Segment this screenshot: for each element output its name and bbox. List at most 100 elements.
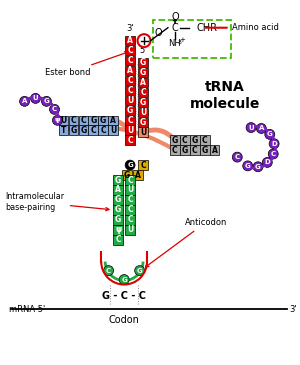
Bar: [153, 20, 231, 58]
Text: Amino acid: Amino acid: [232, 23, 278, 32]
Text: G: G: [137, 268, 142, 274]
Text: C: C: [127, 76, 133, 85]
Text: Intramolecular
base-pairing: Intramolecular base-pairing: [6, 192, 109, 212]
FancyBboxPatch shape: [138, 78, 148, 87]
FancyBboxPatch shape: [79, 115, 88, 125]
FancyBboxPatch shape: [180, 135, 190, 145]
Text: C: C: [140, 88, 146, 97]
Text: U: U: [248, 124, 254, 131]
Text: +: +: [179, 36, 185, 43]
Text: 3': 3': [290, 305, 297, 314]
FancyBboxPatch shape: [125, 96, 135, 105]
Text: A: A: [110, 116, 116, 125]
Text: D: D: [264, 160, 270, 165]
FancyBboxPatch shape: [138, 58, 148, 67]
FancyBboxPatch shape: [125, 126, 135, 135]
Text: C: C: [271, 151, 276, 157]
FancyBboxPatch shape: [125, 105, 135, 115]
Text: G: G: [121, 277, 127, 283]
FancyBboxPatch shape: [113, 205, 123, 215]
FancyBboxPatch shape: [113, 175, 123, 185]
FancyBboxPatch shape: [138, 118, 148, 127]
FancyBboxPatch shape: [138, 97, 148, 107]
Text: C: C: [127, 46, 133, 55]
Text: C: C: [182, 136, 188, 145]
Circle shape: [31, 93, 40, 103]
Text: 3': 3': [126, 24, 134, 33]
FancyBboxPatch shape: [98, 126, 108, 135]
Circle shape: [256, 123, 266, 134]
FancyBboxPatch shape: [98, 115, 108, 125]
FancyBboxPatch shape: [113, 215, 123, 224]
FancyBboxPatch shape: [133, 170, 143, 180]
Text: G: G: [127, 162, 133, 168]
Circle shape: [262, 157, 272, 168]
Text: G: G: [80, 126, 86, 135]
FancyBboxPatch shape: [58, 126, 68, 135]
Text: C: C: [140, 161, 146, 170]
Text: C: C: [192, 146, 198, 155]
FancyBboxPatch shape: [125, 205, 135, 215]
FancyBboxPatch shape: [190, 145, 200, 155]
FancyBboxPatch shape: [138, 88, 148, 97]
Text: G: G: [182, 146, 188, 155]
Text: G: G: [90, 116, 96, 125]
Circle shape: [119, 274, 129, 285]
Text: C: C: [127, 205, 133, 214]
Text: C: C: [172, 23, 178, 33]
Text: O: O: [171, 12, 179, 22]
FancyBboxPatch shape: [58, 115, 68, 125]
FancyBboxPatch shape: [125, 135, 135, 145]
Circle shape: [125, 160, 135, 170]
Circle shape: [265, 129, 275, 139]
FancyBboxPatch shape: [125, 195, 135, 205]
Text: 3: 3: [178, 40, 182, 45]
Text: NH: NH: [169, 39, 181, 48]
Text: U: U: [140, 108, 146, 117]
Text: G: G: [115, 205, 121, 214]
Text: G: G: [115, 215, 121, 224]
Circle shape: [243, 161, 253, 171]
Text: C: C: [127, 195, 133, 204]
Circle shape: [20, 96, 30, 106]
Text: G: G: [100, 116, 106, 125]
Text: D: D: [271, 141, 277, 147]
FancyBboxPatch shape: [113, 185, 123, 195]
FancyBboxPatch shape: [125, 225, 135, 235]
Text: G: G: [202, 146, 208, 155]
FancyBboxPatch shape: [125, 76, 135, 85]
Text: C: C: [127, 86, 133, 95]
Text: ψ: ψ: [115, 225, 121, 234]
Text: A: A: [135, 170, 141, 180]
Text: C: C: [127, 116, 133, 125]
FancyBboxPatch shape: [138, 68, 148, 77]
FancyBboxPatch shape: [113, 225, 123, 235]
Text: mRNA 5': mRNA 5': [9, 305, 45, 314]
Text: G: G: [140, 68, 146, 77]
Circle shape: [246, 123, 256, 132]
FancyBboxPatch shape: [122, 170, 132, 180]
FancyBboxPatch shape: [125, 46, 135, 55]
FancyBboxPatch shape: [125, 66, 135, 75]
FancyBboxPatch shape: [113, 235, 123, 245]
FancyBboxPatch shape: [108, 115, 118, 125]
Text: O: O: [154, 28, 162, 38]
Text: G: G: [172, 136, 178, 145]
Circle shape: [269, 139, 279, 149]
Text: U: U: [127, 126, 133, 135]
Text: U: U: [127, 225, 133, 234]
Text: G: G: [115, 195, 121, 204]
Text: C: C: [91, 126, 96, 135]
Text: G: G: [140, 98, 146, 107]
Text: A: A: [259, 126, 264, 131]
FancyBboxPatch shape: [200, 145, 209, 155]
FancyBboxPatch shape: [170, 145, 180, 155]
Text: G: G: [267, 131, 273, 137]
Text: 5': 5': [139, 46, 147, 55]
Text: U: U: [127, 185, 133, 195]
Text: C: C: [106, 268, 111, 274]
Text: C: C: [100, 126, 106, 135]
Text: C: C: [127, 56, 133, 65]
Text: C: C: [202, 136, 208, 145]
FancyBboxPatch shape: [88, 115, 98, 125]
